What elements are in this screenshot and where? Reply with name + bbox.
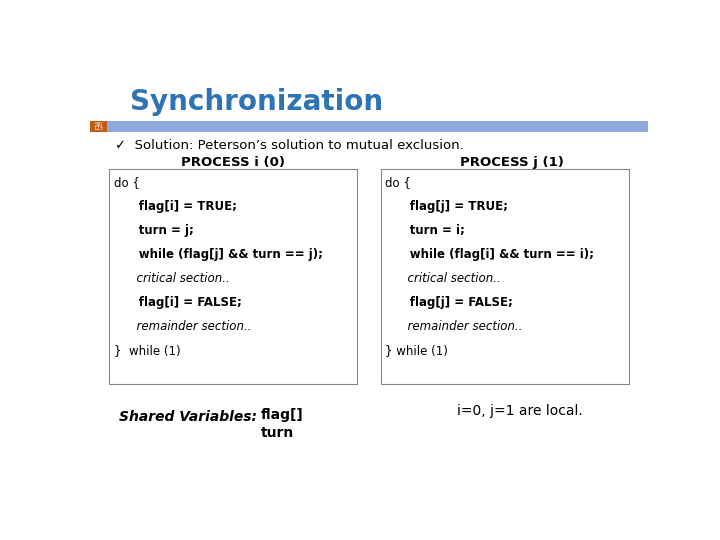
Text: flag[i] = FALSE;: flag[i] = FALSE; (114, 296, 242, 309)
Text: while (flag[j] && turn == j);: while (flag[j] && turn == j); (114, 248, 323, 261)
Text: remainder section..: remainder section.. (385, 320, 523, 333)
Text: PROCESS j (1): PROCESS j (1) (460, 156, 564, 168)
Text: i=0, j=1 are local.: i=0, j=1 are local. (457, 403, 583, 417)
Text: flag[i] = TRUE;: flag[i] = TRUE; (114, 200, 237, 213)
Text: } while (1): } while (1) (385, 343, 448, 356)
Text: }  while (1): } while (1) (114, 343, 181, 356)
FancyBboxPatch shape (90, 121, 107, 132)
Text: turn = j;: turn = j; (114, 224, 194, 237)
FancyBboxPatch shape (109, 168, 357, 384)
FancyBboxPatch shape (381, 168, 629, 384)
Text: 58/
123: 58/ 123 (94, 122, 104, 131)
Text: critical section..: critical section.. (114, 272, 230, 285)
Text: ✓  Solution: Peterson’s solution to mutual exclusion.: ✓ Solution: Peterson’s solution to mutua… (114, 139, 464, 152)
Text: PROCESS i (0): PROCESS i (0) (181, 156, 285, 168)
Text: remainder section..: remainder section.. (114, 320, 251, 333)
Text: flag[j] = FALSE;: flag[j] = FALSE; (385, 296, 513, 309)
Text: turn = i;: turn = i; (385, 224, 465, 237)
Text: flag[]
turn: flag[] turn (261, 408, 303, 440)
Text: do {: do { (114, 177, 140, 190)
Text: flag[j] = TRUE;: flag[j] = TRUE; (385, 200, 508, 213)
Text: while (flag[i] && turn == i);: while (flag[i] && turn == i); (385, 248, 594, 261)
Text: Synchronization: Synchronization (130, 88, 384, 116)
Text: critical section..: critical section.. (385, 272, 501, 285)
FancyBboxPatch shape (90, 121, 648, 132)
Text: do {: do { (385, 177, 411, 190)
Text: Shared Variables:: Shared Variables: (119, 410, 256, 424)
